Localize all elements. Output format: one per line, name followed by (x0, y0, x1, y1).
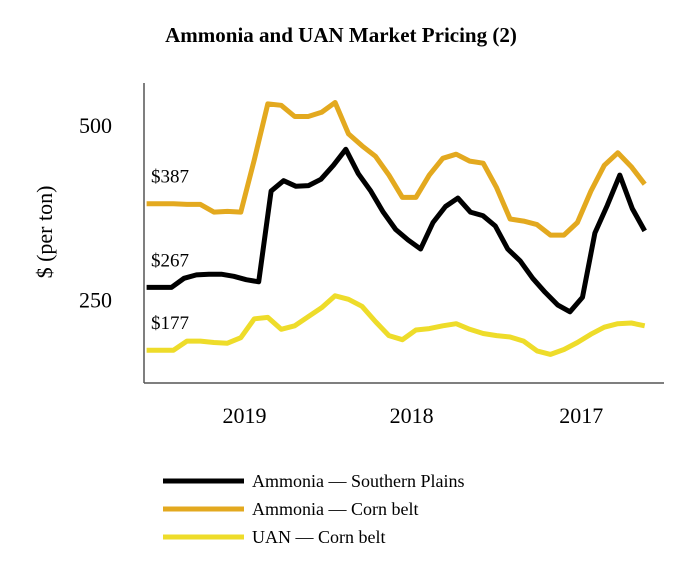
legend-label-1: Ammonia — Corn belt (252, 499, 418, 519)
start-value-label: $267 (151, 250, 189, 271)
y-tick-label: 500 (79, 113, 112, 138)
series-line-0 (146, 146, 647, 315)
x-tick-label: 2019 (222, 403, 266, 428)
series-line-2 (146, 293, 646, 357)
y-axis-label: $ (per ton) (32, 186, 57, 279)
legend-label-0: Ammonia — Southern Plains (252, 471, 465, 491)
series-lines (146, 100, 647, 357)
chart-title: Ammonia and UAN Market Pricing (2) (165, 23, 517, 47)
start-value-label: $177 (151, 313, 189, 334)
y-tick-label: 250 (79, 287, 112, 312)
annotations: $387 $267 $177 (151, 167, 189, 335)
legend: Ammonia — Southern Plains Ammonia — Corn … (163, 471, 465, 547)
start-value-label: $387 (151, 167, 189, 188)
x-tick-label: 2017 (559, 403, 603, 428)
x-tick-labels: 2019 2018 2017 (222, 403, 603, 428)
x-tick-label: 2018 (390, 403, 434, 428)
y-tick-labels: 250 500 (79, 113, 112, 312)
legend-label-2: UAN — Corn belt (252, 527, 386, 547)
series-line-1 (146, 100, 647, 238)
